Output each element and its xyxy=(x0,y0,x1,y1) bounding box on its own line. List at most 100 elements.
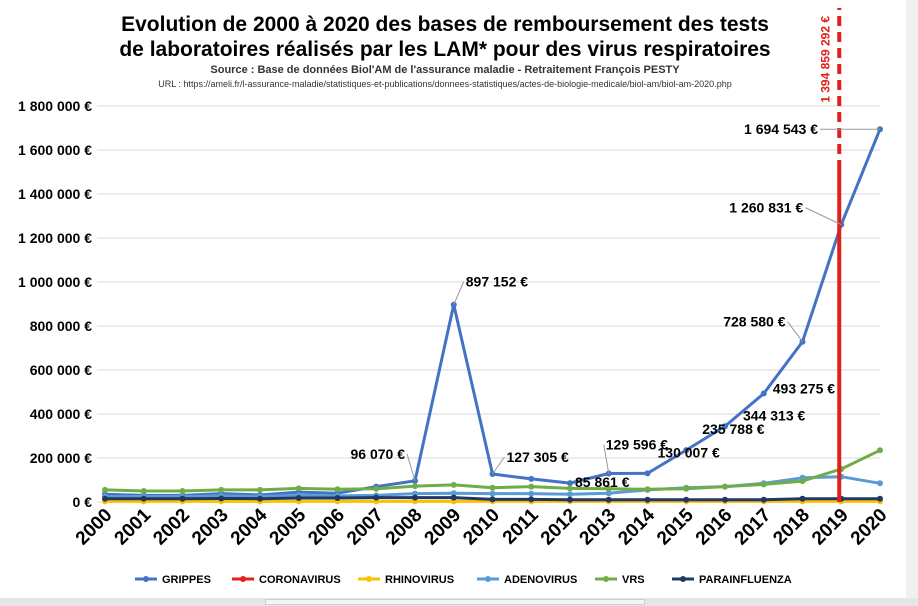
x-tick-label: 2001 xyxy=(111,504,156,549)
legend-marker-coronavirus xyxy=(240,576,246,582)
data-point-adenovirus xyxy=(450,490,457,497)
data-point-grippes xyxy=(683,447,690,454)
legend-marker-grippes xyxy=(143,576,149,582)
data-point-parainfluenza xyxy=(218,495,225,502)
data-point-vrs xyxy=(567,485,573,492)
data-label-leader xyxy=(453,281,465,305)
data-label: 85 861 € xyxy=(575,474,630,490)
chart-source: Source : Base de données Biol'AM de l'as… xyxy=(210,64,680,76)
data-point-vrs xyxy=(760,481,767,488)
data-label: 127 305 € xyxy=(507,449,569,465)
data-point-parainfluenza xyxy=(257,495,263,502)
data-label: 1 260 831 € xyxy=(729,200,803,216)
data-point-vrs xyxy=(295,485,302,492)
data-label-leader xyxy=(603,444,610,474)
data-point-vrs xyxy=(179,488,186,494)
data-point-vrs xyxy=(102,486,108,493)
data-point-vrs xyxy=(412,483,418,490)
x-tick-label: 2018 xyxy=(769,505,814,550)
series-line-grippes xyxy=(104,128,882,497)
y-tick-label: 600 000 € xyxy=(30,362,92,378)
data-label: 129 596 € xyxy=(606,436,668,452)
data-point-adenovirus xyxy=(528,490,535,497)
x-tick-label: 2005 xyxy=(266,504,311,549)
chart-title-line-1: Evolution de 2000 à 2020 des bases de re… xyxy=(121,13,769,36)
data-point-parainfluenza xyxy=(450,494,457,501)
x-tick-label: 2017 xyxy=(731,505,776,550)
x-tick-label: 2003 xyxy=(188,505,233,550)
scrollbar-thumb[interactable] xyxy=(265,599,645,605)
x-tick-label: 2000 xyxy=(72,505,117,550)
line-chart: 0 € 200 000 € 400 000 € 600 000 € 800 000 € 1… xyxy=(18,8,892,586)
data-point-parainfluenza xyxy=(799,495,806,502)
y-tick-label: 1 400 000 € xyxy=(18,186,92,202)
x-tick-label: 2019 xyxy=(808,505,853,550)
data-point-vrs xyxy=(722,483,728,490)
data-point-adenovirus xyxy=(877,480,883,487)
x-tick-label: 2007 xyxy=(343,505,388,550)
x-tick-label: 2008 xyxy=(382,505,427,550)
data-point-vrs xyxy=(257,486,263,493)
data-label: 897 152 € xyxy=(466,274,528,290)
data-point-parainfluenza xyxy=(644,496,651,503)
legend-label-vrs: VRS xyxy=(622,574,645,586)
data-point-parainfluenza xyxy=(373,494,380,501)
data-point-parainfluenza xyxy=(334,495,341,502)
x-tick-label: 2016 xyxy=(692,505,737,550)
data-point-grippes xyxy=(644,470,651,477)
horizontal-scrollbar[interactable] xyxy=(0,598,918,606)
y-tick-label: 1 600 000 € xyxy=(18,142,92,158)
data-point-adenovirus xyxy=(567,491,573,498)
data-label: 728 580 € xyxy=(723,314,785,330)
data-point-vrs xyxy=(877,447,883,454)
data-point-grippes xyxy=(722,423,728,430)
data-point-vrs xyxy=(528,483,535,490)
x-tick-label: 2020 xyxy=(847,505,892,550)
data-point-vrs xyxy=(683,485,690,492)
data-point-adenovirus xyxy=(489,490,496,497)
data-point-vrs xyxy=(334,486,341,493)
data-point-parainfluenza xyxy=(295,495,302,502)
chart-title-line-2: de laboratoires réalisés par les LAM* po… xyxy=(119,38,771,61)
y-tick-label: 1 000 000 € xyxy=(18,274,92,290)
data-point-parainfluenza xyxy=(140,495,147,502)
legend-label-adenovirus: ADENOVIRUS xyxy=(504,574,577,586)
data-point-parainfluenza xyxy=(528,496,535,503)
y-tick-label: 200 000 € xyxy=(30,450,92,466)
data-label: 130 007 € xyxy=(658,444,720,460)
x-tick-label: 2010 xyxy=(459,505,504,550)
x-tick-label: 2006 xyxy=(304,505,349,550)
data-point-vrs xyxy=(605,485,612,492)
legend-marker-parainfluenza xyxy=(680,576,686,582)
x-tick-label: 2014 xyxy=(614,504,659,549)
data-point-parainfluenza xyxy=(412,494,418,501)
y-tick-label: 0 € xyxy=(73,494,93,510)
legend-marker-adenovirus xyxy=(485,576,491,582)
chart-url: URL : https://ameli.fr/l-assurance-malad… xyxy=(158,79,732,89)
data-label-leader xyxy=(406,453,416,482)
data-point-grippes xyxy=(567,480,573,487)
data-point-vrs xyxy=(450,481,457,488)
data-label: 235 788 € xyxy=(702,421,764,437)
data-label-leader xyxy=(805,207,842,226)
data-label: 344 313 € xyxy=(743,407,805,423)
data-point-grippes xyxy=(528,475,535,482)
data-point-vrs xyxy=(489,484,496,491)
data-point-parainfluenza xyxy=(877,495,883,502)
data-label: 1 694 543 € xyxy=(744,121,818,137)
data-point-parainfluenza xyxy=(605,496,612,503)
legend-label-coronavirus: CORONAVIRUS xyxy=(259,574,341,586)
legend-label-rhinovirus: RHINOVIRUS xyxy=(385,574,454,586)
data-label-leader xyxy=(492,456,505,475)
vertical-scrollbar[interactable] xyxy=(906,0,918,598)
x-tick-label: 2011 xyxy=(499,504,543,548)
data-point-parainfluenza xyxy=(567,496,573,503)
data-point-parainfluenza xyxy=(489,496,496,503)
data-point-grippes xyxy=(760,390,767,397)
data-point-vrs xyxy=(373,485,380,492)
data-point-parainfluenza xyxy=(683,496,690,503)
data-point-adenovirus xyxy=(605,490,612,497)
data-point-parainfluenza xyxy=(722,496,728,503)
x-tick-label: 2009 xyxy=(421,505,466,550)
x-tick-label: 2015 xyxy=(653,504,698,549)
